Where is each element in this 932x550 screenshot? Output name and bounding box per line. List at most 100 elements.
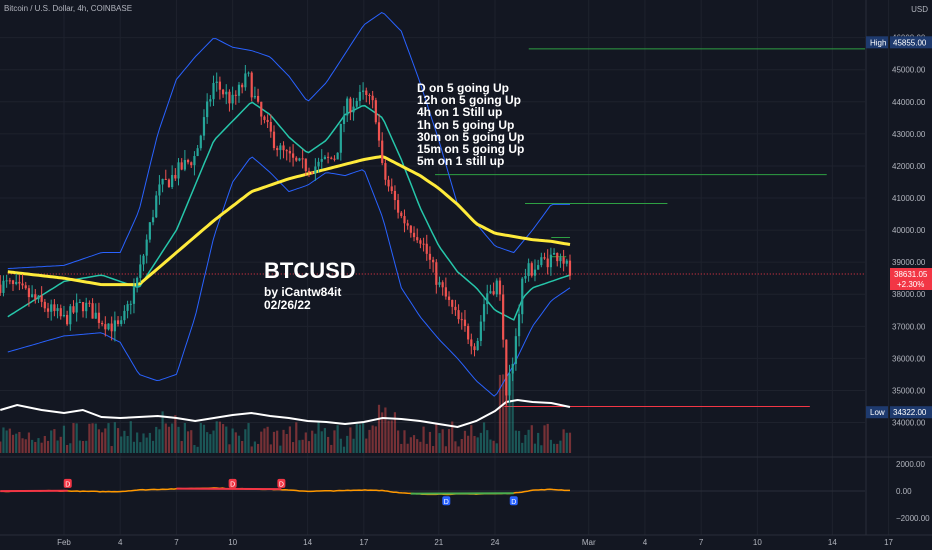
candle-body xyxy=(565,260,568,264)
candle-body xyxy=(524,276,527,279)
candle-body xyxy=(174,175,177,179)
moving-averages xyxy=(0,101,571,429)
candle-body xyxy=(416,237,419,241)
volume-bar xyxy=(457,446,460,453)
candle-body xyxy=(107,323,110,330)
volume-bar xyxy=(167,426,171,453)
volume-bar xyxy=(161,411,164,453)
candle-body xyxy=(476,340,479,351)
volume-bar xyxy=(473,436,476,453)
price-tick-label: 36000.00 xyxy=(892,354,926,363)
candle-body xyxy=(139,264,142,278)
candle-body xyxy=(126,304,129,311)
candle-body xyxy=(298,158,301,161)
volume-bar xyxy=(352,438,355,453)
low-tag xyxy=(866,406,888,419)
volume-bar xyxy=(403,430,406,453)
candle-body xyxy=(202,117,206,136)
candle-body xyxy=(85,302,88,312)
volume-bar xyxy=(101,432,104,453)
candle-body xyxy=(18,281,21,284)
volume-bar xyxy=(454,441,457,453)
candle-body xyxy=(346,98,349,116)
candle-body xyxy=(393,190,397,201)
volume-bar xyxy=(253,441,256,453)
volume-bar xyxy=(311,430,314,453)
candle-body xyxy=(218,81,221,90)
volume-bar xyxy=(326,436,330,453)
volume-bar xyxy=(409,437,412,453)
volume-bar xyxy=(540,445,543,453)
volume-bar xyxy=(120,436,123,453)
price-tick-label: 34000.00 xyxy=(892,419,926,428)
volume-bar xyxy=(53,429,56,453)
volume-bar xyxy=(148,432,151,453)
volume-bar xyxy=(400,443,403,453)
volume-bar xyxy=(559,440,562,453)
candle-body xyxy=(549,254,552,268)
price-tick-label: 40000.00 xyxy=(892,226,926,235)
time-axis[interactable]: Feb 4 7 10 14 17 21 24 Mar 4 7 10 14 17 xyxy=(57,538,893,547)
candle-body xyxy=(78,301,81,303)
ma-yellow-line xyxy=(7,154,571,287)
candle-body xyxy=(21,283,24,286)
osc-marker xyxy=(228,478,237,488)
candle-body xyxy=(209,99,212,102)
volume-bar xyxy=(279,445,282,453)
volume-bar xyxy=(97,429,101,453)
volume-bar xyxy=(502,374,505,453)
price-axis[interactable]: 34000.00 35000.00 36000.00 37000.00 38000.00… xyxy=(866,34,932,428)
candle-body xyxy=(508,373,511,396)
candle-body xyxy=(247,72,250,74)
volume-bar xyxy=(393,412,397,453)
candle-body xyxy=(422,243,425,245)
volume-bar xyxy=(288,426,292,453)
candle-body xyxy=(2,280,5,293)
volume-bar xyxy=(66,444,69,453)
candle-body xyxy=(136,277,139,288)
volume-bar xyxy=(527,429,530,453)
candle-body xyxy=(463,319,467,326)
osc-marker-label: D xyxy=(230,481,235,488)
volume-bar xyxy=(59,436,62,453)
time-tick-label: 10 xyxy=(228,538,237,547)
candle-body xyxy=(40,295,43,302)
note-30m: 30m on 5 going Up xyxy=(417,129,525,144)
candle-body xyxy=(282,145,285,151)
low-label: Low xyxy=(870,408,885,417)
volume-bar xyxy=(46,440,50,453)
volume-bar xyxy=(470,425,473,453)
volume-bar xyxy=(263,428,266,453)
time-tick-label: 7 xyxy=(174,538,179,547)
volume-bar xyxy=(432,446,435,453)
candle-body xyxy=(69,306,72,325)
price-tick-label: 39000.00 xyxy=(892,258,926,267)
candle-body xyxy=(387,179,390,187)
price-tick-label: 38000.00 xyxy=(892,290,926,299)
candle-body xyxy=(56,308,59,312)
candle-body xyxy=(323,156,327,160)
candle-body xyxy=(37,295,40,300)
volume-bar xyxy=(2,427,5,453)
candle-body xyxy=(505,339,508,396)
volume-bar xyxy=(21,438,24,453)
volume-bar xyxy=(62,425,66,453)
candle-body xyxy=(31,294,34,298)
price-tick-label: 37000.00 xyxy=(892,322,926,331)
volume-bar xyxy=(18,431,21,453)
osc-tick-label: −2000.00 xyxy=(896,514,930,523)
candle-body xyxy=(533,269,537,276)
volume-bar xyxy=(517,430,521,453)
candle-body xyxy=(123,310,126,321)
candle-body xyxy=(425,243,428,254)
volume-bar xyxy=(397,430,400,453)
candle-body xyxy=(97,312,101,323)
volume-bar xyxy=(336,425,339,453)
candle-body xyxy=(81,301,85,312)
volume-bar xyxy=(231,428,234,453)
volume-bar xyxy=(435,423,438,453)
osc-marker-label: D xyxy=(444,499,449,506)
candle-body xyxy=(311,171,314,174)
candle-body xyxy=(336,152,339,160)
